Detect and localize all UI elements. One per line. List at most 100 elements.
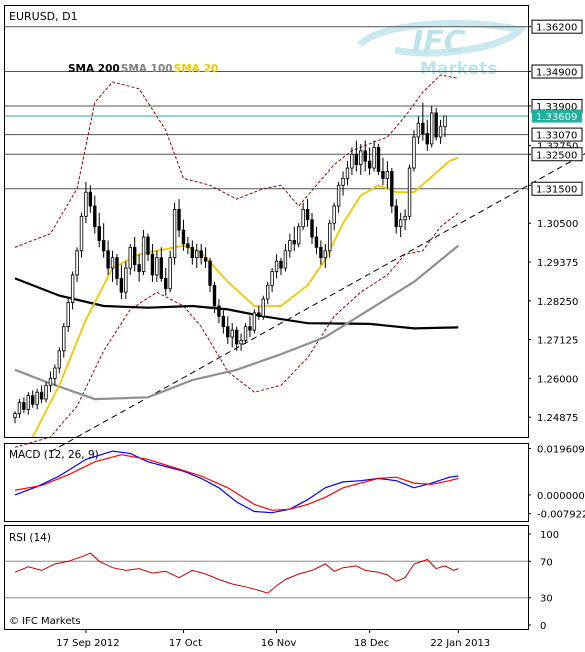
candle-body xyxy=(195,250,199,259)
candle-body xyxy=(376,146,381,172)
candle-body xyxy=(274,260,279,272)
price-level-label: 1.36200 xyxy=(536,23,577,34)
candle-body xyxy=(221,315,226,328)
bollinger-lower xyxy=(14,212,459,448)
candle-body xyxy=(336,184,341,207)
candle-body xyxy=(88,191,93,207)
candle-body xyxy=(62,326,66,352)
watermark: IFC Markets xyxy=(357,19,527,79)
time-tick-label: 22 Jan 2013 xyxy=(430,638,490,649)
candle-body xyxy=(164,277,168,290)
candle-body xyxy=(128,246,132,269)
macd-title: MACD (12, 26, 9) xyxy=(9,449,99,461)
price-level-label: 1.33070 xyxy=(536,131,577,142)
candle-body xyxy=(66,302,70,328)
main-panel-frame xyxy=(4,5,529,438)
price-tick-label: 1.28250 xyxy=(537,297,578,308)
price-level-box xyxy=(531,19,583,34)
candle-body xyxy=(172,209,177,259)
macd-tick-label: 0.019609 xyxy=(537,444,585,455)
candle-body xyxy=(93,205,97,228)
candle-body xyxy=(137,264,141,272)
candle-body xyxy=(261,298,265,317)
candle-body xyxy=(372,146,376,169)
candle-body xyxy=(430,112,434,145)
price-tick-label: 1.24875 xyxy=(537,413,578,424)
candle-body xyxy=(288,240,292,252)
candle-body xyxy=(39,391,44,400)
price-level-label: 1.31500 xyxy=(536,185,577,196)
candle-body xyxy=(70,274,75,303)
candle-body xyxy=(270,271,274,286)
price-level-label: 1.34900 xyxy=(536,68,577,79)
candle-body xyxy=(438,126,443,138)
rsi-tick-label: 0 xyxy=(540,621,546,632)
candle-body xyxy=(186,243,190,248)
sma100-line xyxy=(14,244,459,401)
candle-body xyxy=(283,250,288,269)
price-axis: 1.362001.349001.339001.327501.325001.316… xyxy=(528,19,583,424)
candle-body xyxy=(13,413,17,418)
macd-signal-line xyxy=(14,454,459,511)
price-level-box xyxy=(531,64,583,79)
macd-axis: 0.019609 0.000000 -0.007922 xyxy=(528,444,585,521)
candle-body xyxy=(319,246,323,259)
candle-body xyxy=(279,260,283,269)
candle-body xyxy=(301,209,305,228)
candle-body xyxy=(230,329,234,338)
bollinger-upper xyxy=(14,74,459,248)
candle-body xyxy=(350,153,354,169)
candle-body xyxy=(412,136,416,169)
macd-lines xyxy=(14,450,459,514)
candle-body xyxy=(199,250,203,259)
candle-body xyxy=(332,205,336,224)
macd-tick-label: -0.007922 xyxy=(537,510,585,521)
bollinger-bands xyxy=(14,74,459,448)
candle-body xyxy=(53,367,57,379)
candle-body xyxy=(390,171,394,207)
candle-body xyxy=(443,115,447,128)
time-tick-label: 18 Dec xyxy=(354,638,389,649)
rsi-axis: 100 70 30 0 xyxy=(528,530,559,632)
candle-body xyxy=(434,112,438,138)
current-price-label: 1.33609 xyxy=(536,112,577,123)
candle-body xyxy=(17,402,22,414)
candle-body xyxy=(203,257,208,262)
candle-body xyxy=(363,150,367,162)
candle-body xyxy=(110,257,115,269)
candle-body xyxy=(177,209,181,231)
candle-body xyxy=(234,329,239,345)
candle-body xyxy=(84,191,88,217)
candle-body xyxy=(44,384,48,400)
candle-body xyxy=(385,171,390,179)
candle-body xyxy=(150,253,155,276)
candle-body xyxy=(292,240,296,245)
rsi-line xyxy=(14,552,459,594)
symbol-title: EURUSD, D1 xyxy=(9,10,78,23)
price-tick-label: 1.27125 xyxy=(537,336,578,347)
candle-body xyxy=(101,240,106,252)
candles xyxy=(13,102,447,424)
candle-body xyxy=(328,222,332,252)
candle-body xyxy=(310,219,314,238)
price-level-box xyxy=(531,181,583,196)
rsi-tick-label: 100 xyxy=(540,530,559,541)
rsi-tick-label: 70 xyxy=(540,557,553,568)
trendline xyxy=(50,153,585,453)
candle-body xyxy=(345,167,350,179)
candle-body xyxy=(323,250,328,259)
time-tick-label: 16 Nov xyxy=(261,638,297,649)
candle-body xyxy=(97,226,101,241)
candle-body xyxy=(22,402,26,410)
candle-body xyxy=(217,305,221,317)
candle-body xyxy=(26,395,30,410)
candle-body xyxy=(297,226,301,245)
candle-body xyxy=(398,219,403,228)
candle-body xyxy=(155,257,159,276)
candle-body xyxy=(212,284,217,307)
candle-body xyxy=(106,250,110,269)
candle-body xyxy=(381,171,385,179)
price-level-label: 1.33900 xyxy=(536,102,577,113)
candle-body xyxy=(243,326,248,341)
candle-body xyxy=(314,236,319,248)
